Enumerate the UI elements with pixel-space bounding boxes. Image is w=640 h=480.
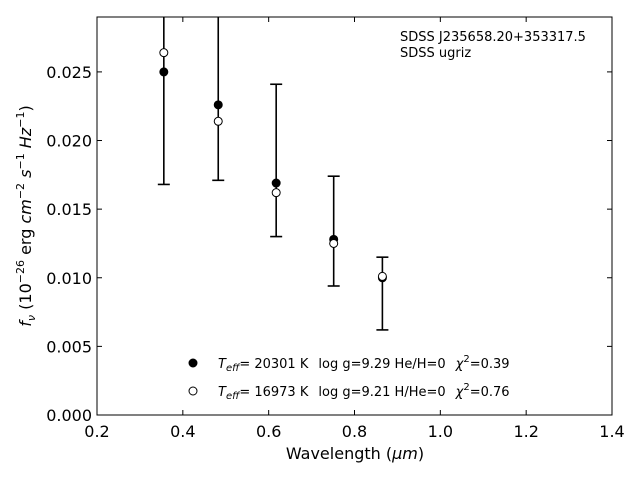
x-tick-label: 1.0 xyxy=(428,422,453,441)
legend-1-teff: = 20301 K xyxy=(239,357,309,372)
legend-marker-open xyxy=(188,386,198,396)
x-tick-label: 1.2 xyxy=(513,422,538,441)
point-filled xyxy=(271,178,281,188)
point-open xyxy=(159,48,169,58)
annotation-object-name: SDSS J235658.20+353317.5 xyxy=(400,30,586,45)
legend-2-teff: = 16973 K xyxy=(239,385,309,400)
y-tick-label: 0.010 xyxy=(46,269,92,288)
y-tick-label: 0.005 xyxy=(46,337,92,356)
y-axis-label: fν (10−26 erg cm−2 s−1 Hz−1) xyxy=(14,105,38,326)
x-axis-label-unit: μm xyxy=(391,444,418,463)
annotation-photometry: SDSS ugriz xyxy=(400,46,471,61)
point-filled xyxy=(159,67,169,77)
x-tick-label: 1.4 xyxy=(599,422,624,441)
x-axis-label-main: Wavelength ( xyxy=(286,444,392,463)
point-filled xyxy=(213,100,223,110)
x-tick-label: 0.2 xyxy=(84,422,109,441)
point-open xyxy=(213,116,223,126)
legend-2-chi: =0.76 xyxy=(470,385,510,400)
legend-2-rest: log g=9.21 H/He=0 xyxy=(318,385,445,400)
x-tick-label: 0.4 xyxy=(170,422,195,441)
legend-1-chi: =0.39 xyxy=(470,357,510,372)
legend-marker-filled xyxy=(188,358,198,368)
plot-layer xyxy=(157,17,389,331)
point-open xyxy=(329,238,339,248)
ticks-layer: 0.2 0.4 0.6 0.8 1.0 1.2 1.4 0.000 0.005 0.010 0.01… xyxy=(46,17,625,441)
x-tick-label: 0.6 xyxy=(256,422,281,441)
y-tick-label: 0.000 xyxy=(46,406,92,425)
plot-frame xyxy=(96,16,613,416)
x-tick-label: 0.8 xyxy=(342,422,367,441)
x-axis-label: Wavelength (μm) xyxy=(286,444,424,463)
point-open xyxy=(271,188,281,198)
legend-1-rest: log g=9.29 He/H=0 xyxy=(318,357,445,372)
x-axis-label-close: ) xyxy=(418,444,424,463)
point-open xyxy=(377,271,387,281)
y-tick-label: 0.015 xyxy=(46,200,92,219)
y-tick-label: 0.025 xyxy=(46,63,92,82)
y-tick-label: 0.020 xyxy=(46,132,92,151)
